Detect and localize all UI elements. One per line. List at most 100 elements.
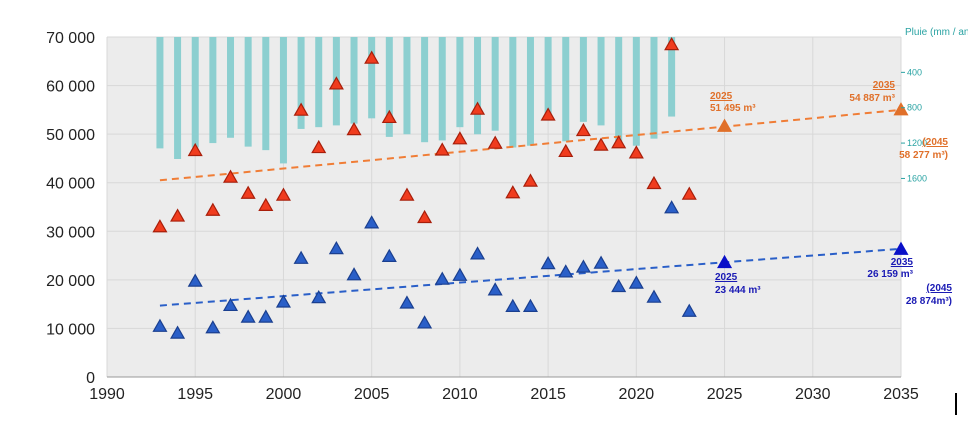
point-marker (575, 122, 591, 137)
point-marker (434, 142, 450, 156)
point-marker (664, 200, 680, 214)
anno-blue-2025-value: 23 444 m³ (715, 285, 761, 296)
point-marker (399, 295, 415, 309)
anno-blue-2045-value: 28 874m³) (906, 296, 952, 307)
x-tick-label: 2005 (354, 386, 390, 403)
point-marker (452, 131, 468, 145)
point-marker (558, 143, 574, 158)
rain-bar (562, 37, 570, 142)
point-marker (611, 278, 627, 293)
point-marker (540, 256, 556, 270)
y-tick-label: 10 000 (46, 321, 95, 338)
rain-bar (456, 37, 464, 128)
point-marker (417, 209, 433, 224)
point-marker (522, 298, 538, 313)
rain-bar (597, 37, 605, 126)
trend-line (159, 108, 902, 182)
point-marker (328, 240, 344, 255)
point-marker (381, 248, 397, 262)
rain-bar (668, 37, 676, 117)
point-marker (222, 297, 239, 312)
rain-tick-label: 1600 (907, 173, 927, 183)
anno-orange-2045-year: (2045 (922, 137, 948, 148)
axes: 1990 1995 2000 2005 2010 2015 2020 2025 2030 2035… (46, 30, 927, 403)
point-marker (681, 186, 697, 200)
point-marker (222, 169, 239, 183)
point-marker (664, 36, 680, 51)
point-marker (893, 241, 909, 255)
point-marker (152, 318, 168, 332)
y-tick-label: 20 000 (46, 273, 95, 290)
point-marker (628, 145, 644, 159)
x-tick-label: 2035 (883, 386, 919, 403)
point-marker (346, 121, 362, 136)
x-tick-label: 2000 (266, 386, 302, 403)
point-marker (311, 139, 327, 154)
point-marker (434, 271, 450, 285)
rain-bar (438, 37, 446, 141)
point-marker (170, 208, 186, 222)
point-marker (328, 76, 344, 90)
point-marker (364, 215, 380, 229)
rain-bar (350, 37, 358, 124)
rain-bar (279, 37, 287, 164)
rain-bar (227, 37, 235, 138)
rain-bar (385, 37, 393, 137)
x-tick-label: 2020 (619, 386, 655, 403)
x-tick-label: 1995 (177, 386, 213, 403)
y-tick-label: 60 000 (46, 79, 95, 96)
point-marker (611, 135, 627, 149)
point-marker (487, 282, 503, 296)
edge-mark (955, 393, 957, 415)
point-marker (293, 250, 309, 264)
point-marker (240, 309, 256, 323)
rain-bar (191, 37, 199, 148)
point-marker (275, 294, 291, 308)
rain-bar (262, 37, 270, 151)
anno-blue-2025-year: 2025 (715, 272, 738, 283)
point-marker (540, 107, 556, 121)
rain-bar (509, 37, 517, 148)
rain-bar (615, 37, 623, 142)
rain-bar (297, 37, 305, 129)
rain-bar (632, 37, 640, 146)
point-marker (628, 275, 644, 289)
data-points (152, 36, 909, 339)
point-marker (187, 142, 203, 157)
point-marker (593, 137, 609, 151)
point-marker (275, 187, 291, 201)
rain-bar (156, 37, 164, 149)
point-marker (505, 298, 521, 313)
point-marker (522, 173, 538, 187)
rain-tick-label: 1200 (907, 138, 927, 148)
point-marker (452, 267, 468, 281)
point-marker (646, 175, 662, 190)
point-marker (346, 267, 362, 281)
point-marker (681, 303, 697, 317)
point-marker (593, 255, 609, 269)
y-tick-label: 40 000 (46, 176, 95, 193)
x-tick-label: 2025 (707, 386, 743, 403)
point-marker (258, 197, 274, 211)
anno-blue-2035-year: 2035 (891, 257, 914, 268)
rain-bar (368, 37, 376, 119)
x-tick-label: 2030 (795, 386, 831, 403)
rain-bar (491, 37, 499, 131)
point-marker (311, 290, 327, 304)
point-marker (152, 219, 168, 233)
plot-area (107, 37, 901, 377)
point-marker (205, 320, 221, 334)
point-marker (717, 254, 733, 269)
rain-bar (315, 37, 323, 128)
rain-bar (526, 37, 534, 146)
rain-bar (579, 37, 587, 122)
rain-tick-label: 400 (907, 67, 922, 77)
anno-orange-2035-year: 2035 (873, 80, 896, 91)
point-marker (487, 135, 503, 149)
point-marker (893, 102, 909, 116)
point-marker (558, 264, 574, 278)
anno-blue-2045-year: (2045 (926, 283, 952, 294)
rain-bar (421, 37, 429, 143)
rain-axis-title: Pluie (mm / an) (905, 27, 968, 38)
